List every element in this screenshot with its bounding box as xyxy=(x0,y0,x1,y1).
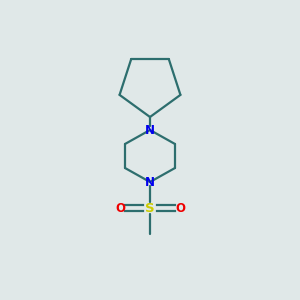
Text: O: O xyxy=(115,202,125,214)
Text: N: N xyxy=(145,124,155,136)
Text: O: O xyxy=(175,202,185,214)
Text: N: N xyxy=(145,176,155,188)
Text: S: S xyxy=(145,202,155,214)
